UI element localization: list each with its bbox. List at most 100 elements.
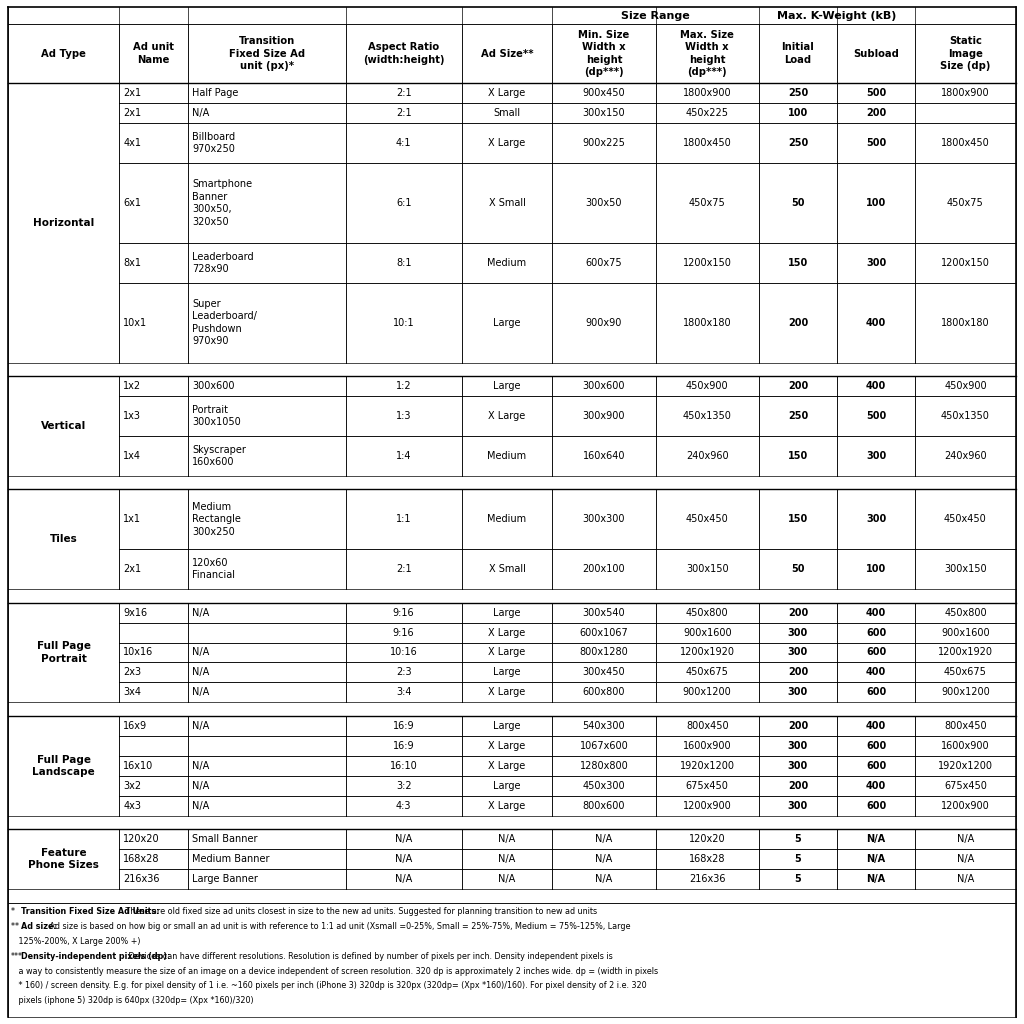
Text: 200: 200: [787, 317, 808, 328]
Text: 300x50: 300x50: [586, 198, 623, 208]
Text: Static
Image
Size (dp): Static Image Size (dp): [940, 36, 990, 71]
Text: 600: 600: [866, 628, 886, 638]
Text: Medium: Medium: [487, 451, 526, 461]
Text: 400: 400: [866, 780, 886, 791]
Text: **: **: [11, 922, 22, 931]
Text: 900x1200: 900x1200: [941, 687, 990, 697]
Text: X Large: X Large: [488, 138, 525, 148]
Text: Density-independent pixels (dp):: Density-independent pixels (dp):: [22, 951, 170, 961]
Text: Ad size is based on how big or small an ad unit is with reference to 1:1 ad unit: Ad size is based on how big or small an …: [47, 922, 631, 931]
Text: Ad unit
Name: Ad unit Name: [133, 42, 174, 65]
Text: 1x1: 1x1: [123, 514, 141, 524]
Text: 500: 500: [866, 88, 886, 98]
Text: 300: 300: [787, 761, 808, 771]
Text: N/A: N/A: [499, 874, 516, 884]
Text: 1:1: 1:1: [396, 514, 412, 524]
Text: 4x1: 4x1: [123, 138, 141, 148]
Text: pixels (iphone 5) 320dp is 640px (320dp= (Xpx *160)/320): pixels (iphone 5) 320dp is 640px (320dp=…: [11, 996, 254, 1006]
Text: Large: Large: [494, 721, 521, 731]
Text: Max. Size
Width x
height
(dp***): Max. Size Width x height (dp***): [680, 30, 734, 77]
Text: 50: 50: [792, 198, 805, 208]
Text: 600: 600: [866, 801, 886, 811]
Text: N/A: N/A: [395, 874, 413, 884]
Text: 1600x900: 1600x900: [941, 740, 990, 751]
Text: 1600x900: 1600x900: [683, 740, 731, 751]
Text: N/A: N/A: [595, 835, 612, 844]
Text: 450x1350: 450x1350: [683, 411, 732, 421]
Text: 800x450: 800x450: [686, 721, 728, 731]
Text: Ad Type: Ad Type: [41, 49, 86, 58]
Text: Ad Size**: Ad Size**: [480, 49, 534, 58]
Text: 2:1: 2:1: [396, 564, 412, 574]
Text: 1200x900: 1200x900: [941, 801, 990, 811]
Text: 450x800: 450x800: [944, 607, 987, 617]
Text: 3:2: 3:2: [396, 780, 412, 791]
Text: 1200x150: 1200x150: [683, 258, 732, 268]
Text: 1x3: 1x3: [123, 411, 141, 421]
Text: 1200x900: 1200x900: [683, 801, 731, 811]
Text: 540x300: 540x300: [583, 721, 626, 731]
Text: 3:4: 3:4: [396, 687, 412, 697]
Text: 675x450: 675x450: [944, 780, 987, 791]
Text: N/A: N/A: [395, 854, 413, 864]
Text: 250: 250: [787, 88, 808, 98]
Text: Horizontal: Horizontal: [33, 218, 94, 228]
Text: 1:3: 1:3: [396, 411, 412, 421]
Text: 10x16: 10x16: [123, 647, 154, 657]
Text: N/A: N/A: [193, 780, 210, 791]
Text: N/A: N/A: [193, 721, 210, 731]
Text: Medium: Medium: [487, 514, 526, 524]
Text: Vertical: Vertical: [41, 421, 86, 431]
Text: 200: 200: [866, 109, 886, 118]
Text: 800x1280: 800x1280: [580, 647, 629, 657]
Text: 450x75: 450x75: [689, 198, 726, 208]
Text: Aspect Ratio
(width:height): Aspect Ratio (width:height): [362, 42, 444, 65]
Text: 16:9: 16:9: [393, 721, 415, 731]
Text: 400: 400: [866, 668, 886, 678]
Text: 9:16: 9:16: [393, 628, 415, 638]
Text: N/A: N/A: [866, 854, 886, 864]
Text: X Large: X Large: [488, 801, 525, 811]
Text: X Large: X Large: [488, 88, 525, 98]
Text: N/A: N/A: [499, 835, 516, 844]
Text: Skyscraper
160x600: Skyscraper 160x600: [193, 444, 247, 467]
Text: 1x4: 1x4: [123, 451, 141, 461]
Text: 300x150: 300x150: [583, 109, 626, 118]
Text: N/A: N/A: [866, 835, 886, 844]
Text: 6:1: 6:1: [396, 198, 412, 208]
Text: 450x450: 450x450: [944, 514, 987, 524]
Text: N/A: N/A: [866, 874, 886, 884]
Text: 3x4: 3x4: [123, 687, 141, 697]
Text: Feature
Phone Sizes: Feature Phone Sizes: [29, 848, 99, 870]
Text: Subload: Subload: [853, 49, 899, 58]
Text: 4:1: 4:1: [396, 138, 412, 148]
Text: 1200x150: 1200x150: [941, 258, 990, 268]
Text: 250: 250: [787, 411, 808, 421]
Text: 1067x600: 1067x600: [580, 740, 629, 751]
Text: 450x225: 450x225: [686, 109, 729, 118]
Text: 10:16: 10:16: [390, 647, 418, 657]
Text: X Large: X Large: [488, 761, 525, 771]
Text: 450x800: 450x800: [686, 607, 728, 617]
Text: N/A: N/A: [595, 854, 612, 864]
Text: 120x60
Financial: 120x60 Financial: [193, 558, 236, 581]
Text: 300: 300: [866, 451, 886, 461]
Text: 125%-200%, X Large 200% +): 125%-200%, X Large 200% +): [11, 937, 140, 946]
Text: N/A: N/A: [193, 761, 210, 771]
Text: X Large: X Large: [488, 411, 525, 421]
Text: 300: 300: [787, 628, 808, 638]
Text: 6x1: 6x1: [123, 198, 141, 208]
Text: 600x1067: 600x1067: [580, 628, 629, 638]
Text: 300: 300: [787, 647, 808, 657]
Text: Full Page
Portrait: Full Page Portrait: [37, 641, 90, 664]
Text: 120x20: 120x20: [123, 835, 160, 844]
Text: 300: 300: [866, 258, 886, 268]
Text: 16:10: 16:10: [390, 761, 418, 771]
Text: N/A: N/A: [956, 854, 974, 864]
Text: Devices can have different resolutions. Resolution is defined by number of pixel: Devices can have different resolutions. …: [126, 951, 612, 961]
Text: 300: 300: [787, 687, 808, 697]
Text: 300x600: 300x600: [583, 381, 626, 391]
Text: 675x450: 675x450: [686, 780, 729, 791]
Text: N/A: N/A: [595, 874, 612, 884]
Text: 900x1200: 900x1200: [683, 687, 731, 697]
